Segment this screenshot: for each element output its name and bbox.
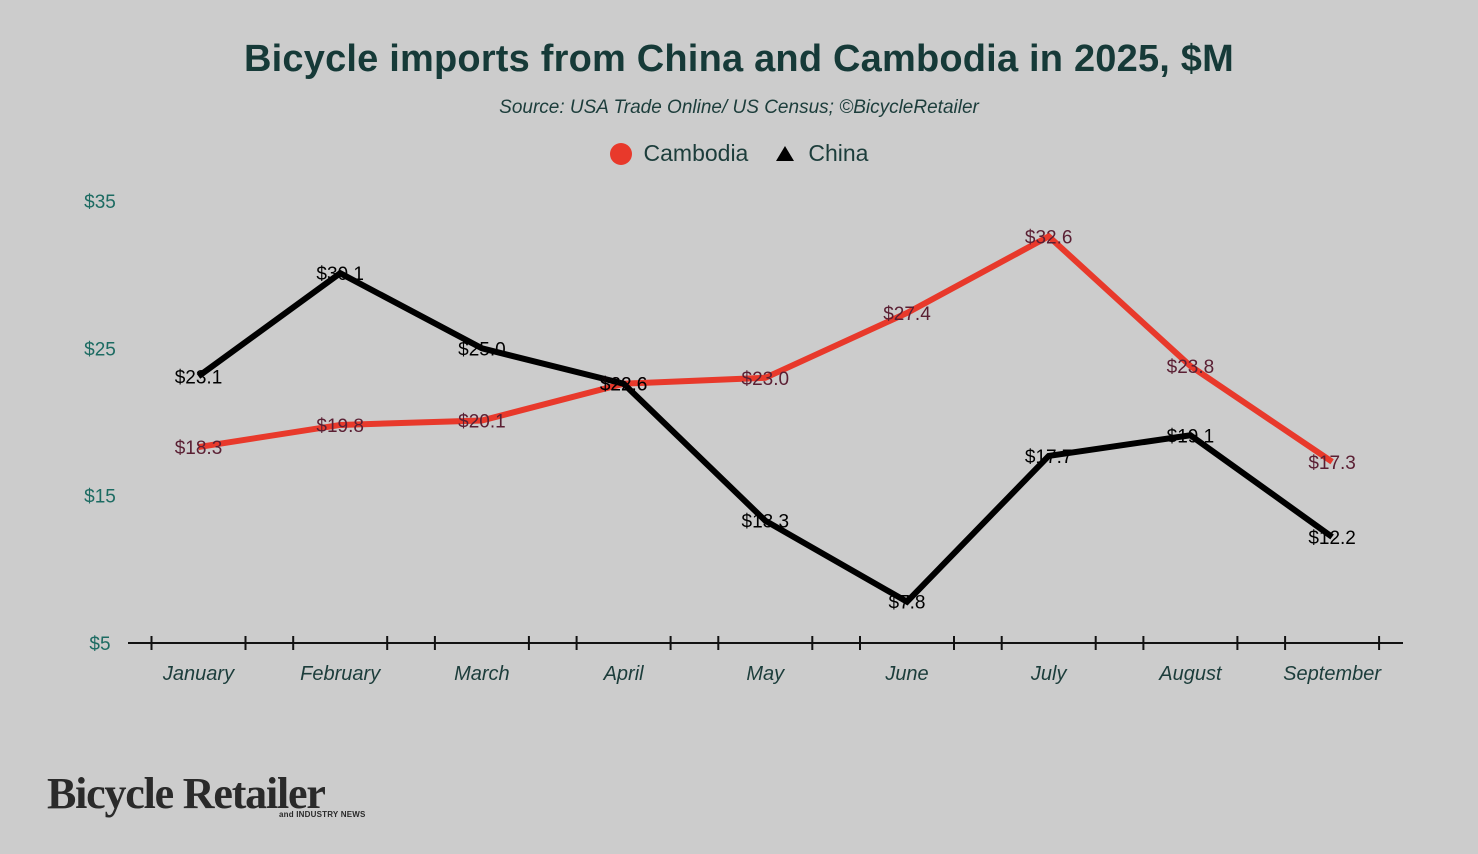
x-tick-label: May — [746, 663, 785, 685]
data-label-china: $19.1 — [1167, 426, 1215, 447]
legend-triangle-icon — [776, 146, 795, 161]
x-tick-label: September — [1283, 663, 1382, 685]
legend-item-cambodia: Cambodia — [609, 140, 749, 167]
series-line-cambodia — [198, 232, 1334, 465]
legend: Cambodia China — [0, 140, 1478, 167]
data-label-cambodia: $20.1 — [458, 412, 506, 433]
logo-subtitle: and INDUSTRY NEWS — [279, 810, 366, 819]
data-label-china: $17.7 — [1025, 447, 1073, 468]
data-label-cambodia: $32.6 — [1025, 227, 1073, 248]
x-tick-label: June — [884, 663, 928, 685]
x-tick-label: March — [454, 663, 510, 685]
chart-subtitle: Source: USA Trade Online/ US Census; ©Bi… — [499, 97, 979, 118]
data-label-cambodia: $22.6 — [600, 375, 648, 396]
y-tick-label: $15 — [84, 487, 116, 508]
data-label-cambodia: $19.8 — [316, 416, 364, 437]
legend-label-cambodia: Cambodia — [643, 140, 749, 166]
data-label-cambodia: $23.8 — [1167, 357, 1215, 378]
data-label-china: $25.0 — [458, 339, 506, 360]
data-label-china: $22.6 — [600, 375, 648, 396]
data-label-china: $13.3 — [742, 512, 790, 533]
data-label-cambodia: $23.0 — [742, 369, 790, 390]
x-tick-label: August — [1158, 663, 1223, 685]
data-label-cambodia: $18.3 — [175, 438, 223, 459]
data-label-china: $12.2 — [1308, 528, 1356, 549]
legend-label-china: China — [808, 140, 869, 166]
data-label-cambodia: $17.3 — [1308, 453, 1356, 474]
x-tick-label: July — [1030, 663, 1068, 685]
chart-title: Bicycle imports from China and Cambodia … — [244, 38, 1234, 80]
y-tick-label: $25 — [84, 339, 116, 360]
legend-circle-icon — [609, 142, 632, 165]
data-label-china: $23.1 — [175, 367, 223, 388]
legend-item-china: China — [776, 140, 868, 167]
y-tick-label: $35 — [84, 192, 116, 213]
data-label-china: $7.8 — [889, 593, 926, 614]
x-tick-label: February — [300, 663, 381, 685]
data-label-cambodia: $27.4 — [883, 304, 931, 325]
series-line-china — [196, 269, 1334, 606]
x-tick-label: January — [162, 663, 235, 685]
x-tick-label: April — [603, 663, 645, 685]
logo: Bicycle Retailer — [47, 769, 326, 818]
y-tick-label: $5 — [89, 634, 110, 655]
data-label-china: $30.1 — [316, 264, 364, 285]
